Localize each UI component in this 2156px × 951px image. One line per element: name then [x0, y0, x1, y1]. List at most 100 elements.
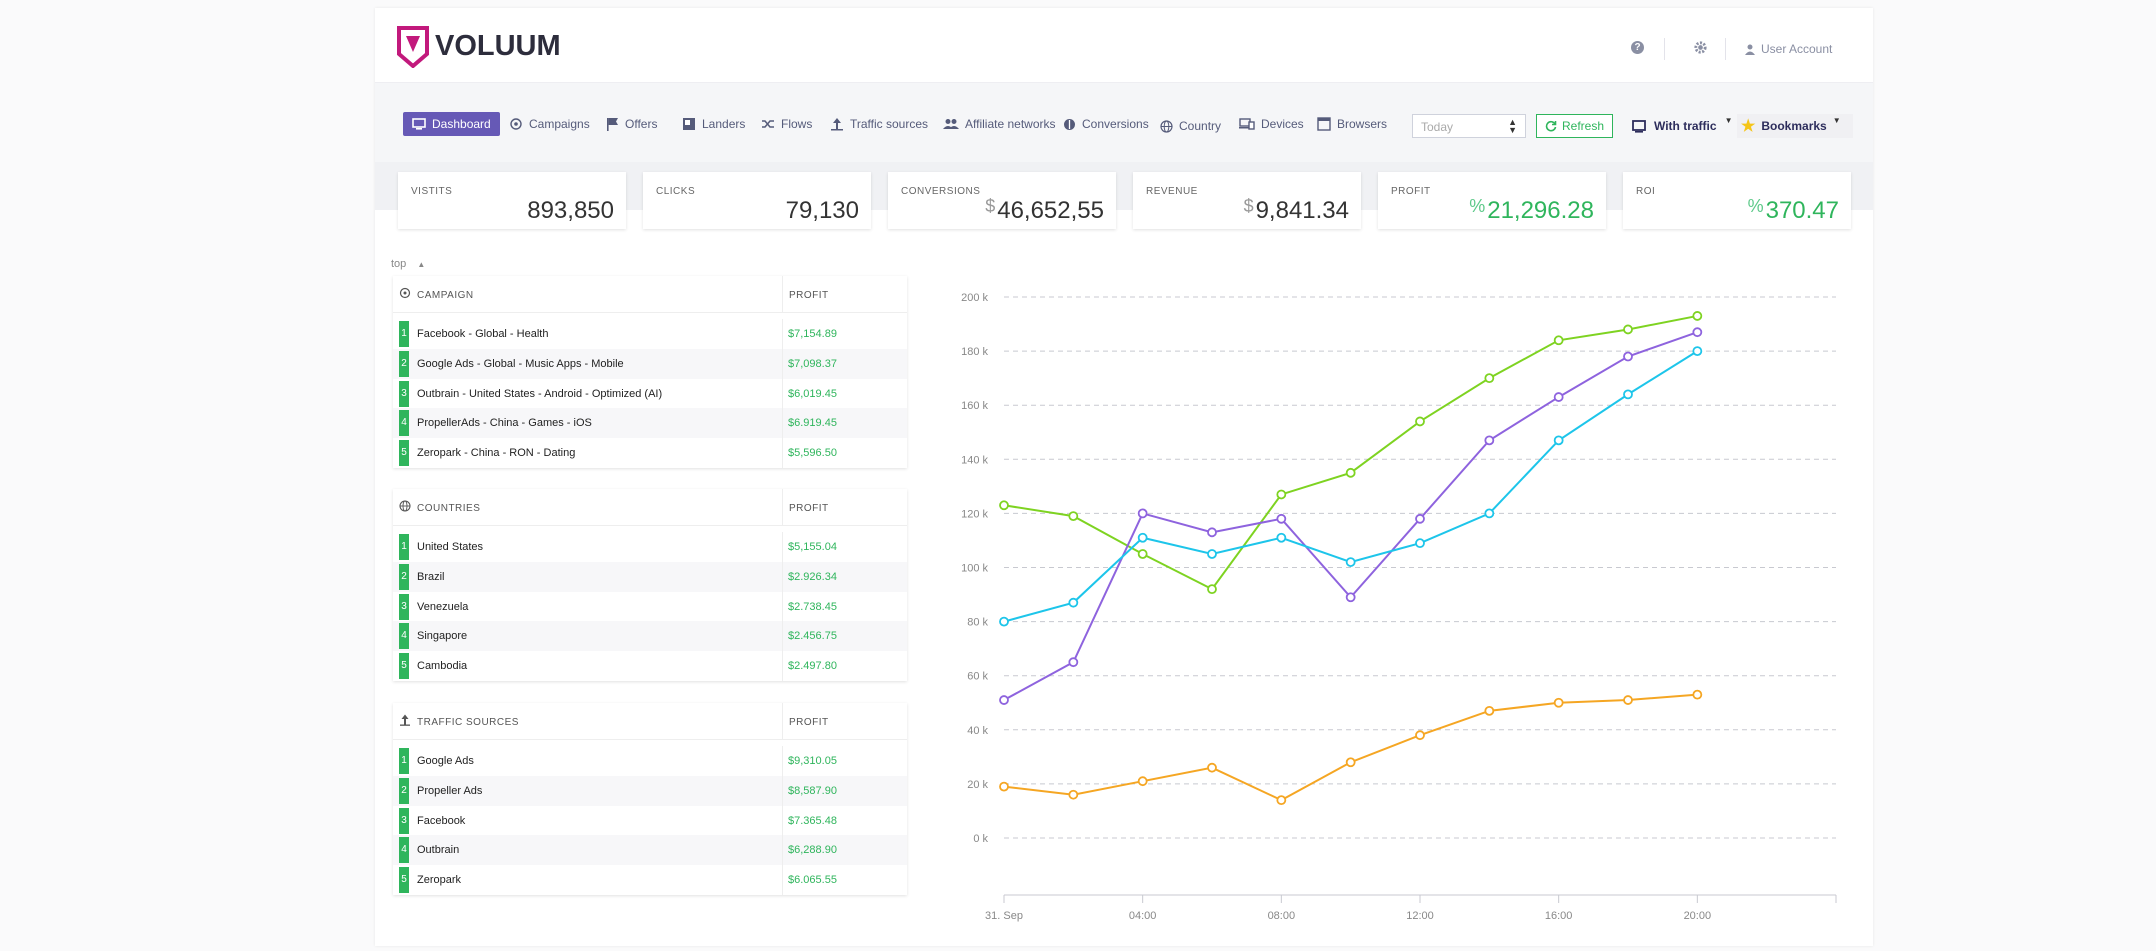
divider [782, 775, 783, 806]
profit-header[interactable]: PROFIT [789, 290, 829, 301]
tab-conversions[interactable]: Conversions [1063, 112, 1149, 136]
row-name: Venezuela [417, 600, 469, 613]
bookmarks-dropdown[interactable]: ★ Bookmarks ▼ [1737, 114, 1853, 138]
data-point [1345, 757, 1356, 768]
divider [782, 703, 783, 739]
data-point [1207, 549, 1217, 559]
kpi-value: $46,652,55 [985, 196, 1104, 225]
y-tick-label: 0 k [973, 833, 988, 845]
data-point [1692, 689, 1703, 700]
kpi-currency: % [1469, 196, 1486, 216]
kpi-number: 9,841.34 [1255, 197, 1349, 224]
table-row[interactable]: 2 Brazil $2.926.34 [393, 561, 907, 592]
tab-label: Offers [625, 117, 658, 131]
kpi-card-revenue: REVENUE $9,841.34 [1133, 172, 1361, 229]
data-point [999, 616, 1009, 627]
row-name: Google Ads [417, 755, 474, 767]
user-account-menu[interactable]: User Account [1745, 42, 1832, 56]
rank-badge: 2 [399, 777, 409, 804]
help-icon[interactable]: ? [1631, 41, 1644, 54]
data-point [1623, 324, 1633, 335]
row-profit: $6.065.55 [788, 874, 837, 887]
data-point [1137, 549, 1148, 559]
logo[interactable]: VOLUUM [397, 24, 561, 68]
data-point [1068, 789, 1079, 800]
users-icon [943, 119, 959, 129]
row-profit: $5,155.04 [788, 541, 837, 553]
table-row[interactable]: 1 Facebook - Global - Health $7,154.89 [393, 319, 907, 349]
table-row[interactable]: 5 Zeropark - China - RON - Dating $5,596.5… [393, 438, 907, 468]
table-row[interactable]: 4 PropellerAds - China - Games - iOS $6.91… [393, 408, 907, 439]
kpi-value: $9,841.34 [1244, 196, 1349, 225]
table-row[interactable]: 5 Cambodia $2.497.80 [393, 651, 907, 681]
divider [782, 621, 783, 652]
date-range-select[interactable]: Today ▲ ▼ [1412, 114, 1526, 138]
data-point [1623, 389, 1633, 400]
top-sort-toggle[interactable]: top ▲ [391, 258, 425, 270]
table-row[interactable]: 2 Google Ads - Global - Music Apps - Mobi… [393, 348, 907, 379]
row-name: Outbrain - United States - Android - Opt… [417, 387, 663, 400]
kpi-label: CLICKS [656, 186, 696, 197]
row-name: Zeropark - China - RON - Dating [417, 447, 576, 460]
data-point [1345, 557, 1356, 567]
row-name: PropellerAds - China - Games - iOS [417, 417, 592, 430]
profit-header[interactable]: PROFIT [789, 717, 829, 728]
table-row[interactable]: 4 Singapore $2.456.75 [393, 621, 907, 652]
profit-header[interactable]: PROFIT [789, 503, 829, 514]
target-icon [399, 287, 411, 299]
caret-down-icon: ▼ [1724, 115, 1733, 125]
table-row[interactable]: 3 Outbrain - United States - Android - Op… [393, 378, 907, 409]
y-tick-label: 20 k [967, 779, 988, 791]
y-tick-label: 120 k [961, 508, 988, 520]
panel-title: CAMPAIGN [417, 290, 474, 301]
tab-dashboard[interactable]: Dashboard [403, 112, 500, 136]
monitor-icon [412, 118, 426, 130]
x-tick-label: 04:00 [1129, 910, 1157, 922]
divider [782, 489, 783, 525]
data-point [1415, 416, 1425, 427]
table-row[interactable]: 5 Zeropark $6.065.55 [393, 865, 907, 895]
table-row[interactable]: 3 Facebook $7.365.48 [393, 805, 907, 836]
table-row[interactable]: 4 Outbrain $6,288.90 [393, 835, 907, 866]
row-profit: $2.926.34 [788, 570, 837, 583]
traffic-sources-panel: TRAFFIC SOURCES PROFIT 1 Google Ads $9,310… [393, 703, 907, 895]
data-point [1484, 373, 1495, 384]
with-traffic-label: With traffic [1654, 119, 1717, 133]
table-row[interactable]: 3 Venezuela $2.738.45 [393, 591, 907, 622]
row-profit: $7,098.37 [788, 357, 837, 370]
divider [782, 591, 783, 622]
row-profit: $6,019.45 [788, 387, 837, 400]
table-row[interactable]: 2 Propeller Ads $8,587.90 [393, 775, 907, 806]
tab-traffic-sources[interactable]: Traffic sources [830, 112, 928, 136]
data-point [1692, 327, 1703, 338]
data-point [1137, 776, 1148, 787]
gear-icon[interactable] [1693, 40, 1708, 60]
rank-badge: 1 [399, 321, 409, 347]
panel-header: TRAFFIC SOURCES PROFIT [393, 703, 907, 740]
tab-label: Flows [781, 117, 813, 131]
refresh-button[interactable]: Refresh [1536, 114, 1613, 138]
row-profit: $2.497.80 [788, 660, 837, 673]
kpi-number: 21,296.28 [1487, 197, 1594, 224]
tab-offers[interactable]: Offers [606, 112, 657, 136]
y-tick-label: 140 k [961, 454, 988, 466]
tab-affiliate-networks[interactable]: Affiliate networks [943, 112, 1056, 136]
table-row[interactable]: 1 Google Ads $9,310.05 [393, 746, 907, 776]
data-point [1068, 511, 1079, 522]
tab-browsers[interactable]: Browsers [1317, 112, 1387, 136]
rank-badge: 4 [399, 410, 409, 437]
tab-flows[interactable]: Flows [761, 112, 812, 136]
rank-badge: 4 [399, 837, 409, 864]
tab-devices[interactable]: Devices [1239, 112, 1304, 136]
top-label: top [391, 258, 407, 270]
table-row[interactable]: 1 United States $5,155.04 [393, 532, 907, 562]
data-point [999, 781, 1009, 792]
tab-label: Landers [702, 117, 746, 131]
rank-badge: 3 [399, 593, 409, 620]
x-tick-label: 16:00 [1545, 910, 1573, 922]
divider [782, 561, 783, 592]
with-traffic-dropdown[interactable]: With traffic ▼ [1632, 115, 1733, 133]
tab-landers[interactable]: Landers [682, 112, 745, 136]
tab-campaigns[interactable]: Campaigns [509, 112, 590, 136]
tab-country[interactable]: Country [1160, 114, 1221, 138]
